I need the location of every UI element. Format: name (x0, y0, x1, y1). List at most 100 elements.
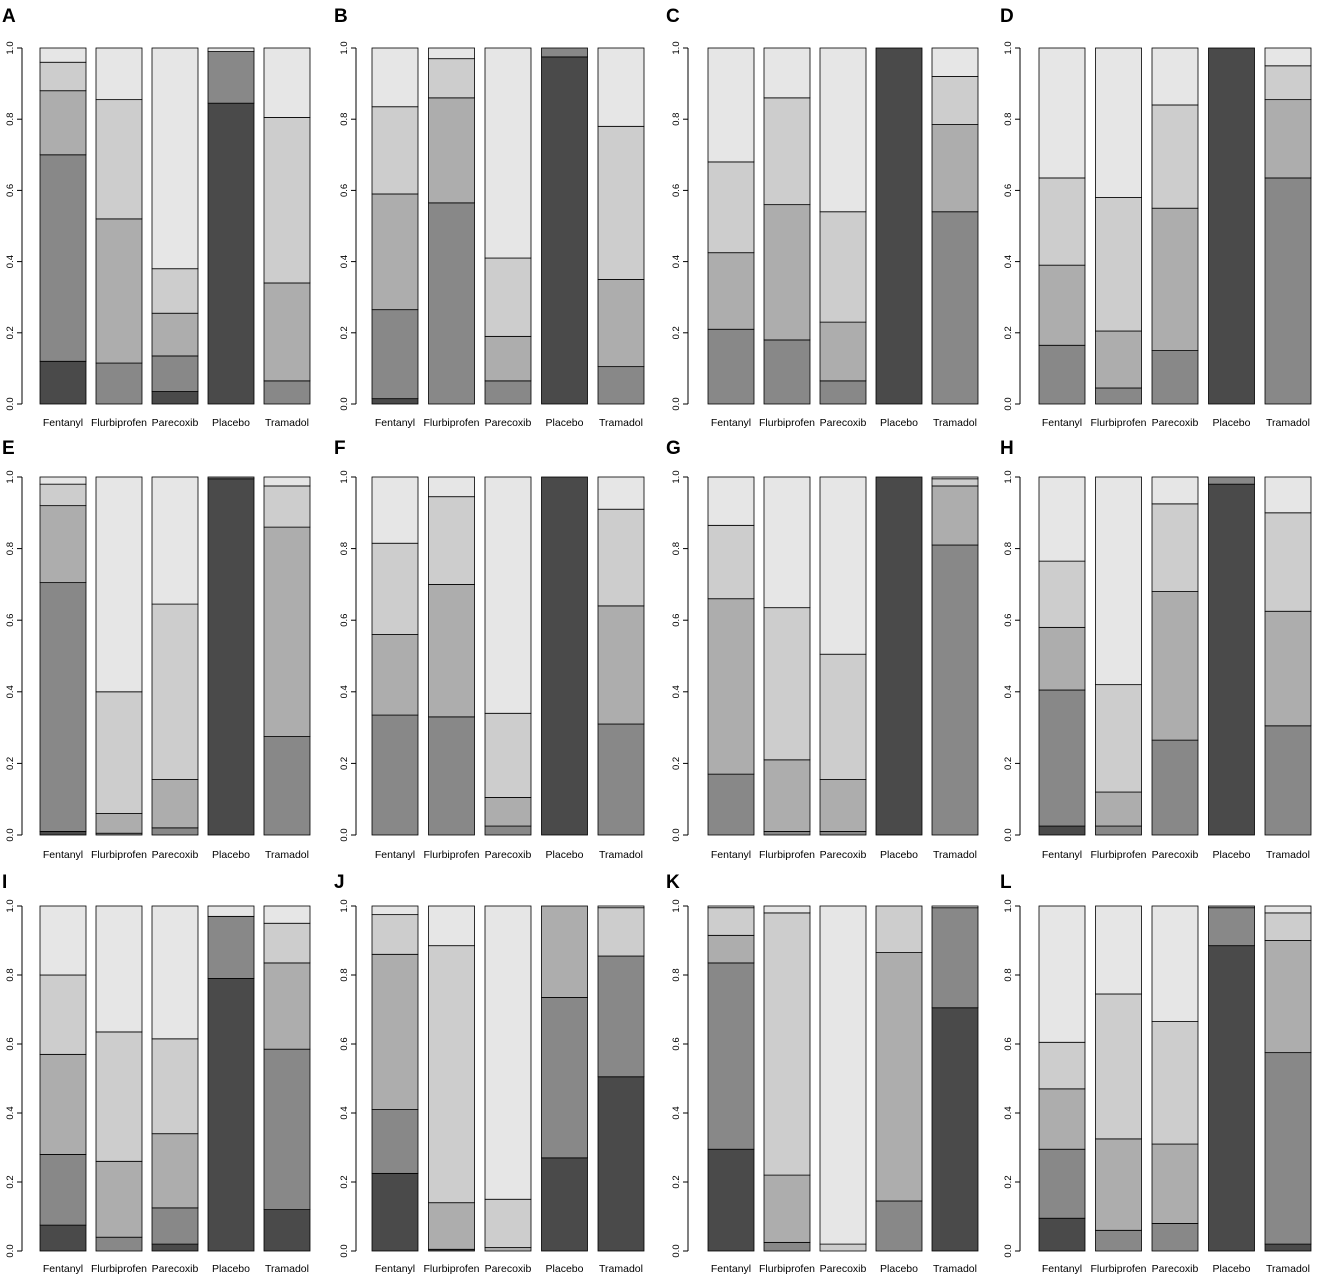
bar-segment (371, 542, 419, 635)
y-tick-label: 0.2 (1003, 1175, 1014, 1188)
bar-segment (207, 47, 255, 52)
bar-segment (151, 355, 199, 392)
bar-segment (1038, 1148, 1086, 1219)
bar-segment (1038, 560, 1086, 628)
bar-segment (763, 607, 811, 761)
bar-segment (707, 962, 755, 1150)
bar-segment (707, 905, 755, 909)
bar-segment (819, 905, 867, 1245)
bar-segment (371, 309, 419, 400)
bar-segment (1264, 65, 1312, 101)
category-label: Parecoxib (1152, 849, 1199, 861)
bar-segment (1038, 689, 1086, 827)
bar-segment (151, 47, 199, 270)
panel-A: A 0.0 0.2 0.4 0.6 0.8 1.0 Fentanyl Flurbiprofen P… (2, 6, 311, 429)
bar-segment (263, 476, 311, 487)
bar-segment (484, 257, 532, 337)
y-tick-label: 0.4 (671, 255, 682, 268)
bar-segment (875, 476, 923, 836)
category-label: Fentanyl (711, 417, 751, 429)
bar-segment (819, 1243, 867, 1252)
y-tick-label: 1.0 (5, 899, 16, 912)
category-label: Tramadol (933, 417, 977, 429)
bar-segment (371, 905, 419, 916)
bar-segment (707, 598, 755, 775)
panel-H: H 0.0 0.2 0.4 0.6 0.8 1.0 Fentanyl Flurbiprofen P… (1000, 438, 1312, 861)
y-tick-label: 1.0 (1003, 41, 1014, 54)
bar-segment (95, 691, 143, 814)
y-tick-label: 0.4 (671, 685, 682, 698)
bar-segment (207, 476, 255, 480)
panel-letter: K (666, 872, 680, 893)
bar-segment (1095, 993, 1142, 1140)
bar-segment (151, 827, 199, 836)
bar-segment (1038, 264, 1086, 346)
bar-segment (931, 76, 979, 125)
bar-segment (1095, 684, 1142, 793)
bar-segment (875, 905, 923, 953)
bar-segment (597, 955, 645, 1078)
bar-segment (1038, 905, 1086, 1043)
bar-segment (931, 1007, 979, 1252)
bar-segment (763, 204, 811, 341)
category-label: Flurbiprofen (423, 1263, 479, 1275)
bar-segment (931, 907, 979, 1009)
bar-segment (39, 476, 87, 485)
category-label: Flurbiprofen (1090, 417, 1146, 429)
category-label: Tramadol (265, 1263, 309, 1275)
panel-C: C 0.0 0.2 0.4 0.6 0.8 1.0 Fentanyl Flurbiprofen P… (666, 6, 979, 429)
bar-segment (1095, 905, 1142, 995)
panel-letter: D (1000, 6, 1014, 27)
bar-segment (428, 945, 475, 1204)
bar-segment (484, 1198, 532, 1248)
bar-segment (707, 161, 755, 254)
bar-segment (1151, 591, 1199, 741)
bar-segment (819, 47, 867, 213)
y-tick-label: 0.2 (5, 757, 16, 770)
y-tick-label: 0.2 (671, 757, 682, 770)
bar-segment (1264, 47, 1312, 67)
bar-segment (1208, 907, 1255, 947)
bar-segment (151, 603, 199, 780)
bar-segment (39, 582, 87, 832)
y-tick-label: 1.0 (671, 899, 682, 912)
category-label: Placebo (212, 849, 250, 861)
bar-segment (1151, 47, 1199, 106)
y-tick-label: 1.0 (1003, 899, 1014, 912)
bar-segment (371, 47, 419, 108)
bar-segment (428, 476, 475, 498)
bar-segment (1151, 1021, 1199, 1145)
bar-segment (151, 1133, 199, 1209)
bar-segment (484, 905, 532, 1200)
panel-E: E 0.0 0.2 0.4 0.6 0.8 1.0 Fentanyl Flurbiprofen P… (2, 438, 311, 861)
y-tick-label: 0.2 (5, 326, 16, 339)
y-tick-label: 0.2 (1003, 326, 1014, 339)
bar-segment (931, 478, 979, 487)
bar-segment (1038, 177, 1086, 266)
category-label: Parecoxib (152, 1263, 199, 1275)
bar-segment (597, 366, 645, 405)
bar-segment (931, 485, 979, 546)
category-label: Flurbiprofen (91, 849, 147, 861)
bar-segment (371, 914, 419, 955)
category-label: Fentanyl (375, 1263, 415, 1275)
y-tick-label: 0.8 (5, 968, 16, 981)
bar-segment (1095, 47, 1142, 198)
y-tick-label: 0.2 (671, 326, 682, 339)
y-tick-label: 0.0 (1003, 1244, 1014, 1257)
bar-segment (707, 47, 755, 163)
bar-segment (263, 922, 311, 964)
category-label: Flurbiprofen (1090, 1263, 1146, 1275)
bar-segment (597, 605, 645, 725)
bar-segment (95, 218, 143, 364)
y-tick-label: 0.4 (339, 685, 350, 698)
bar-segment (1095, 791, 1142, 827)
category-label: Tramadol (933, 849, 977, 861)
category-label: Tramadol (599, 1263, 643, 1275)
category-label: Parecoxib (1152, 1263, 1199, 1275)
bar-segment (1208, 483, 1255, 836)
y-tick-label: 0.6 (1003, 184, 1014, 197)
y-tick-label: 0.0 (339, 397, 350, 410)
bar-segment (39, 1224, 87, 1252)
panel-letter: B (334, 6, 348, 27)
